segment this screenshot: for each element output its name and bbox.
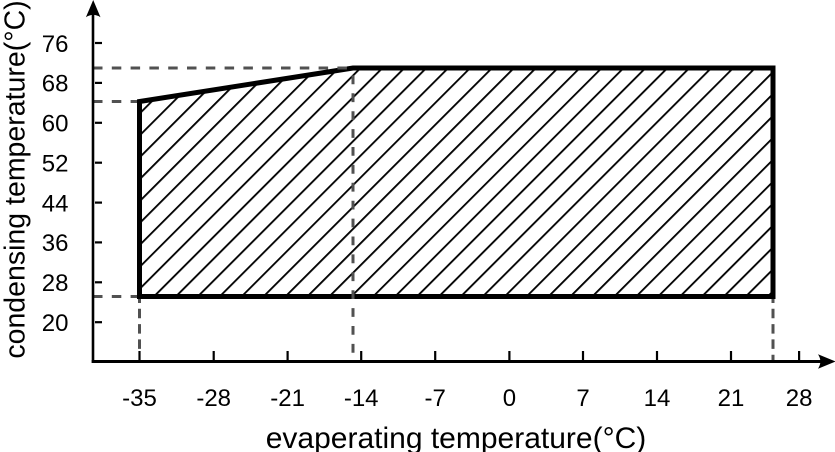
svg-text:evaperating temperature(°C): evaperating temperature(°C) — [266, 422, 647, 452]
svg-text:7: 7 — [576, 385, 589, 412]
svg-text:44: 44 — [42, 190, 69, 217]
svg-text:21: 21 — [718, 385, 745, 412]
svg-text:60: 60 — [42, 111, 69, 138]
svg-text:0: 0 — [503, 385, 516, 412]
svg-text:76: 76 — [42, 31, 69, 58]
svg-text:36: 36 — [42, 230, 69, 257]
svg-text:-7: -7 — [425, 385, 446, 412]
svg-text:68: 68 — [42, 71, 69, 98]
svg-text:condensing temperature(°C): condensing temperature(°C) — [0, 0, 32, 358]
svg-text:52: 52 — [42, 151, 69, 178]
svg-text:28: 28 — [786, 385, 813, 412]
svg-text:-21: -21 — [270, 385, 305, 412]
svg-text:20: 20 — [42, 310, 69, 337]
svg-text:-28: -28 — [196, 385, 231, 412]
svg-text:-14: -14 — [344, 385, 379, 412]
svg-text:14: 14 — [644, 385, 671, 412]
svg-text:-35: -35 — [122, 385, 157, 412]
svg-text:28: 28 — [42, 270, 69, 297]
